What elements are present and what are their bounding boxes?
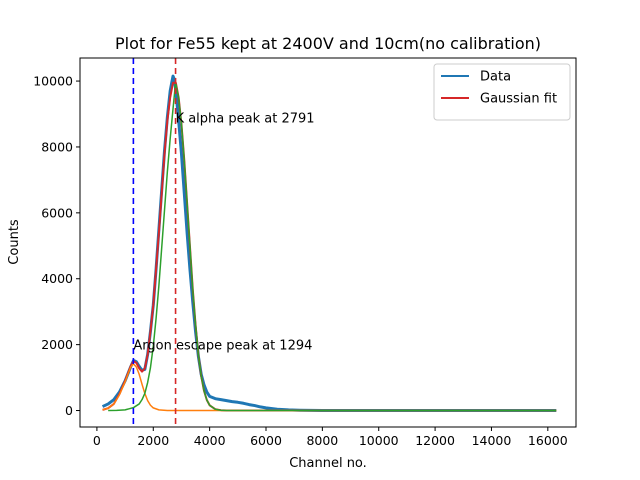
y-axis-label: Counts [7, 219, 22, 265]
y-tick-label: 6000 [41, 205, 73, 220]
y-tick-label: 10000 [33, 74, 73, 89]
legend-label: Gaussian fit [480, 92, 557, 107]
x-tick-label: 2000 [137, 433, 169, 448]
x-tick-label: 14000 [472, 433, 512, 448]
annotation-1: Argon escape peak at 1294 [133, 339, 312, 354]
x-tick-label: 4000 [194, 433, 226, 448]
y-tick-label: 2000 [41, 337, 73, 352]
legend: Data Gaussian fit [434, 64, 570, 120]
legend-label: Data [480, 70, 511, 85]
x-tick-label: 12000 [415, 433, 455, 448]
y-tick-label: 8000 [41, 139, 73, 154]
x-tick-label: 8000 [306, 433, 338, 448]
x-tick-label: 6000 [250, 433, 282, 448]
x-tick-label: 16000 [528, 433, 568, 448]
chart-title: Plot for Fe55 kept at 2400V and 10cm(no … [115, 34, 541, 53]
annotation-0: K alpha peak at 2791 [176, 111, 315, 126]
y-tick-label: 0 [65, 403, 73, 418]
y-tick-label: 4000 [41, 271, 73, 286]
x-tick-label: 0 [93, 433, 101, 448]
x-tick-label: 10000 [359, 433, 399, 448]
x-axis-label: Channel no. [289, 456, 367, 471]
